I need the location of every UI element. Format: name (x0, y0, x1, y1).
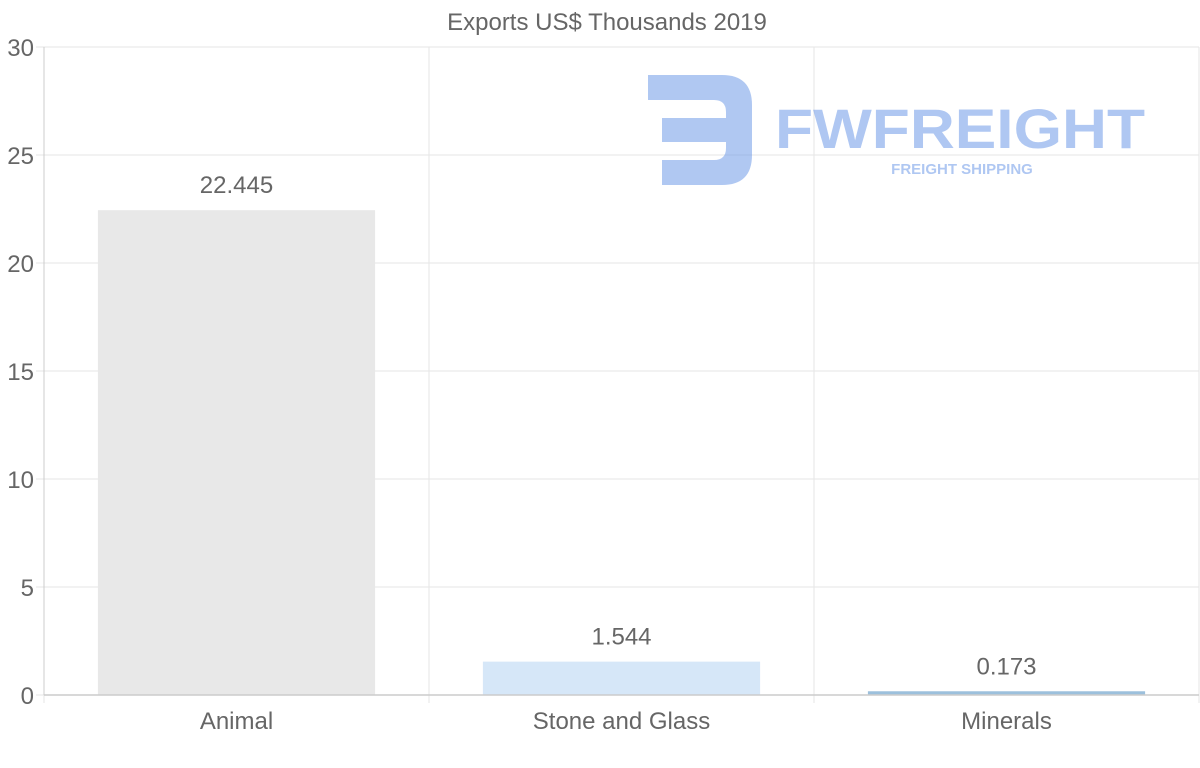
axis-layer (43, 47, 1199, 696)
y-tick-label: 10 (7, 467, 34, 494)
y-tick-label: 20 (7, 251, 34, 278)
watermark-tagline: FREIGHT SHIPPING (891, 161, 1033, 178)
bar-value-label: 22.445 (200, 172, 273, 199)
chart-title: Exports US$ Thousands 2019 (447, 9, 767, 36)
y-tick-label: 5 (21, 575, 34, 602)
y-tick-label: 30 (7, 35, 34, 62)
x-tick-label: Stone and Glass (533, 708, 710, 735)
y-tick-label: 25 (7, 143, 34, 170)
y-tick-label: 0 (21, 683, 34, 710)
bar-value-label: 0.173 (976, 653, 1036, 680)
bar-value-label: 1.544 (591, 624, 651, 651)
fw-logo-icon (648, 75, 752, 185)
bar-animal (97, 210, 376, 696)
bar-minerals (867, 691, 1146, 695)
bar-stone-and-glass (482, 661, 761, 695)
x-tick-label: Animal (200, 708, 273, 735)
y-tick-label: 15 (7, 359, 34, 386)
x-tick-label: Minerals (961, 708, 1052, 735)
watermark-brand: FWFREIGHT (775, 97, 1145, 160)
watermark-logo: FWFREIGHT FREIGHT SHIPPING (648, 75, 1145, 185)
bars-layer: 22.445 Animal 1.544 Stone and Glass 0.173 Min… (97, 172, 1146, 735)
